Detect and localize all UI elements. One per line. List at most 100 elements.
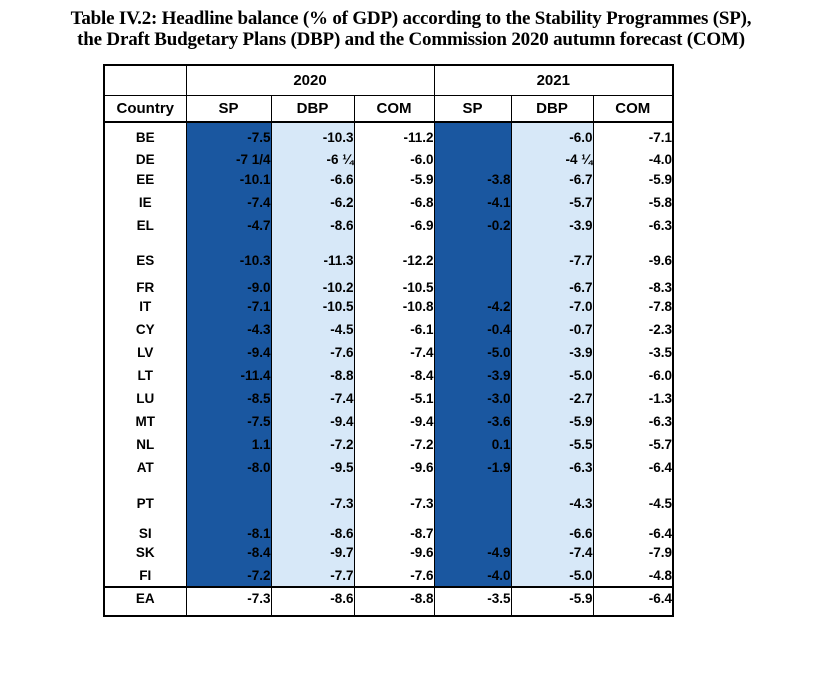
header-dbp-2020: DBP — [270, 95, 354, 123]
value-cell-sp-2021: -4.0 — [433, 564, 511, 587]
value-cell-com-2021: -4.5 — [592, 479, 673, 511]
value-cell-dbp-2020: -8.6 — [270, 214, 354, 237]
value-cell-dbp-2021: -6.7 — [510, 268, 593, 295]
value-cell-dbp-2020: -9.7 — [270, 541, 354, 564]
table-row: SK -8.4 -9.7 -9.6 -4.9 -7.4 -7.9 — [104, 541, 673, 564]
value-cell-dbp-2021: -0.7 — [510, 318, 593, 341]
value-cell-com-2020: -6.0 — [353, 145, 434, 168]
table-title-line1: Table IV.2: Headline balance (% of GDP) … — [70, 8, 752, 29]
table-row: EL -4.7 -8.6 -6.9 -0.2 -3.9 -6.3 — [104, 214, 673, 237]
value-cell-com-2020: -7.2 — [353, 433, 434, 456]
table-row: CY -4.3 -4.5 -6.1 -0.4 -0.7 -2.3 — [104, 318, 673, 341]
value-cell-dbp-2021: -4 ¼ — [510, 145, 593, 168]
header-com-2020: COM — [353, 95, 434, 123]
value-cell-dbp-2020: -11.3 — [270, 237, 354, 268]
value-cell-sp-2021: -3.5 — [433, 586, 511, 616]
table-row: AT -8.0 -9.5 -9.6 -1.9 -6.3 -6.4 — [104, 456, 673, 479]
value-cell-com-2020: -12.2 — [353, 237, 434, 268]
value-cell-dbp-2021: -6.0 — [510, 122, 593, 145]
value-cell-dbp-2021: -6.3 — [510, 456, 593, 479]
country-cell: NL — [104, 433, 186, 456]
value-cell-com-2020: -8.7 — [353, 511, 434, 541]
country-cell: EA — [104, 586, 186, 616]
value-cell-dbp-2021: -7.7 — [510, 237, 593, 268]
value-cell-com-2020: -9.4 — [353, 410, 434, 433]
country-cell: BE — [104, 122, 186, 145]
table-row: FI -7.2 -7.7 -7.6 -4.0 -5.0 -4.8 — [104, 564, 673, 587]
value-cell-sp-2021 — [433, 122, 511, 145]
value-cell-dbp-2020: -7.4 — [270, 387, 354, 410]
value-cell-com-2020: -9.6 — [353, 541, 434, 564]
value-cell-com-2020: -10.8 — [353, 295, 434, 318]
value-cell-com-2021: -6.3 — [592, 410, 673, 433]
table-row: IT -7.1 -10.5 -10.8 -4.2 -7.0 -7.8 — [104, 295, 673, 318]
value-cell-com-2021: -6.4 — [592, 586, 673, 616]
value-cell-dbp-2020: -10.2 — [270, 268, 354, 295]
value-cell-com-2020: -6.8 — [353, 191, 434, 214]
value-cell-dbp-2021: -5.0 — [510, 364, 593, 387]
country-cell: EE — [104, 168, 186, 191]
value-cell-sp-2021: -5.0 — [433, 341, 511, 364]
value-cell-dbp-2020: -7.3 — [270, 479, 354, 511]
country-cell: IT — [104, 295, 186, 318]
table-title: Table IV.2: Headline balance (% of GDP) … — [0, 8, 822, 50]
value-cell-sp-2020: -7.5 — [185, 410, 271, 433]
table-row: LV -9.4 -7.6 -7.4 -5.0 -3.9 -3.5 — [104, 341, 673, 364]
header-com-2021: COM — [592, 95, 673, 123]
value-cell-com-2021: -8.3 — [592, 268, 673, 295]
table-row: LT -11.4 -8.8 -8.4 -3.9 -5.0 -6.0 — [104, 364, 673, 387]
value-cell-dbp-2020: -7.6 — [270, 341, 354, 364]
value-cell-dbp-2021: -6.6 — [510, 511, 593, 541]
value-cell-com-2021: -1.3 — [592, 387, 673, 410]
value-cell-com-2021: -4.8 — [592, 564, 673, 587]
value-cell-com-2020: -6.1 — [353, 318, 434, 341]
value-cell-com-2021: -5.7 — [592, 433, 673, 456]
table-row: EE -10.1 -6.6 -5.9 -3.8 -6.7 -5.9 — [104, 168, 673, 191]
table-header: 2020 2021 Country SP DBP COM SP DBP COM — [104, 65, 673, 123]
value-cell-sp-2021: -1.9 — [433, 456, 511, 479]
value-cell-sp-2020: -9.0 — [185, 268, 271, 295]
country-cell: AT — [104, 456, 186, 479]
value-cell-com-2020: -9.6 — [353, 456, 434, 479]
value-cell-dbp-2020: -9.5 — [270, 456, 354, 479]
value-cell-dbp-2021: -5.5 — [510, 433, 593, 456]
value-cell-dbp-2021: -3.9 — [510, 214, 593, 237]
value-cell-com-2020: -6.9 — [353, 214, 434, 237]
country-cell: IE — [104, 191, 186, 214]
table-row: PT -7.3 -7.3 -4.3 -4.5 — [104, 479, 673, 511]
value-cell-dbp-2021: -7.4 — [510, 541, 593, 564]
value-cell-dbp-2021: -4.3 — [510, 479, 593, 511]
year-header-row: 2020 2021 — [104, 65, 673, 96]
value-cell-sp-2020: -8.4 — [185, 541, 271, 564]
table-row: DE -7 1/4 -6 ¼ -6.0 -4 ¼ -4.0 — [104, 145, 673, 168]
value-cell-com-2021: -6.4 — [592, 456, 673, 479]
value-cell-com-2020: -8.8 — [353, 586, 434, 616]
country-cell: MT — [104, 410, 186, 433]
value-cell-dbp-2020: -8.6 — [270, 586, 354, 616]
value-cell-sp-2021: 0.1 — [433, 433, 511, 456]
value-cell-dbp-2021: -3.9 — [510, 341, 593, 364]
value-cell-dbp-2020: -6 ¼ — [270, 145, 354, 168]
value-cell-sp-2021: -0.2 — [433, 214, 511, 237]
value-cell-com-2020: -8.4 — [353, 364, 434, 387]
value-cell-sp-2020: -7.5 — [185, 122, 271, 145]
value-cell-dbp-2020: -8.6 — [270, 511, 354, 541]
value-cell-com-2020: -5.1 — [353, 387, 434, 410]
value-cell-com-2021: -9.6 — [592, 237, 673, 268]
value-cell-sp-2020: -8.0 — [185, 456, 271, 479]
value-cell-com-2021: -2.3 — [592, 318, 673, 341]
value-cell-sp-2021: -4.9 — [433, 541, 511, 564]
country-header: Country — [104, 95, 186, 123]
value-cell-sp-2021 — [433, 268, 511, 295]
value-cell-sp-2020: -7.2 — [185, 564, 271, 587]
table-row: NL 1.1 -7.2 -7.2 0.1 -5.5 -5.7 — [104, 433, 673, 456]
value-cell-dbp-2020: -6.6 — [270, 168, 354, 191]
value-cell-sp-2021: -3.8 — [433, 168, 511, 191]
value-cell-sp-2020: -10.1 — [185, 168, 271, 191]
corner-cell — [104, 65, 186, 96]
value-cell-com-2020: -10.5 — [353, 268, 434, 295]
value-cell-dbp-2021: -5.9 — [510, 586, 593, 616]
value-cell-sp-2020: -7 1/4 — [185, 145, 271, 168]
country-cell: DE — [104, 145, 186, 168]
